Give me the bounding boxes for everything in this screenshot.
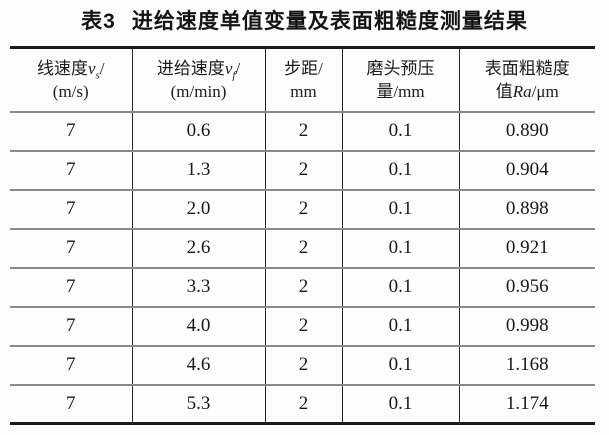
- table-cell: 2: [265, 384, 343, 424]
- variable-symbol: v: [224, 58, 233, 78]
- header-row: 线速度vs/ (m/s) 进给速度vf/ (m/min) 步距/ mm 磨头预压…: [10, 47, 595, 112]
- table-cell: 2: [265, 306, 343, 346]
- table-cell: 0.1: [342, 345, 460, 385]
- header-text: /: [99, 58, 105, 78]
- header-line2: 量/mm: [376, 81, 425, 101]
- table-cell: 2: [265, 189, 343, 229]
- table-cell: 0.1: [342, 111, 460, 151]
- table-row: 7 5.3 2 0.1 1.174: [10, 384, 595, 424]
- table-row: 7 4.0 2 0.1 0.998: [10, 306, 595, 346]
- table-cell: 5.3: [132, 384, 266, 424]
- table-cell: 0.1: [342, 306, 460, 346]
- table-cell: 7: [10, 189, 133, 229]
- table-cell: 1.3: [132, 150, 266, 190]
- header-line1: 步距/: [284, 58, 323, 78]
- header-text: 值: [495, 81, 513, 101]
- header-line2: 值Ra/μm: [460, 80, 596, 103]
- table-cell: 2: [265, 150, 343, 190]
- table-cell: 2: [265, 111, 343, 151]
- table-number: 表3: [81, 10, 116, 33]
- table-row: 7 2.6 2 0.1 0.921: [10, 228, 595, 268]
- table-cell: 4.0: [132, 306, 266, 346]
- table-cell: 2: [265, 267, 343, 307]
- variable-subscript: s: [95, 69, 100, 82]
- variable-symbol: v: [87, 58, 96, 78]
- header-line1: 进给速度vf/: [133, 57, 265, 82]
- table-cell: 7: [10, 267, 133, 307]
- header-line1: 线速度vs/: [10, 57, 132, 82]
- table-cell: 1.174: [505, 392, 549, 414]
- header-text: 进给速度: [156, 58, 225, 78]
- table-cell: 7: [10, 228, 133, 268]
- table-cell: 0.1: [342, 384, 460, 424]
- table-cell: 2.6: [132, 228, 266, 268]
- header-line1: 磨头预压: [366, 58, 435, 78]
- header-line1: 表面粗糙度: [484, 58, 570, 78]
- table-cell: 1.168: [505, 354, 549, 375]
- table-row: 7 2.0 2 0.1 0.898: [10, 189, 595, 229]
- header-text: /μm: [531, 81, 559, 101]
- table-title-text: 进给速度单值变量及表面粗糙度测量结果: [131, 10, 528, 33]
- table-cell: 2: [265, 228, 343, 268]
- table-body: 7 0.6 2 0.1 0.890 7 1.3 2 0.1 0.904 7 2.…: [10, 111, 595, 424]
- table-header: 线速度vs/ (m/s) 进给速度vf/ (m/min) 步距/ mm 磨头预压…: [10, 47, 595, 112]
- column-header-line-speed: 线速度vs/ (m/s): [10, 47, 133, 112]
- column-header-feed-speed: 进给速度vf/ (m/min): [132, 47, 266, 112]
- table-cell: 0.998: [505, 315, 549, 336]
- table-cell: 0.898: [505, 198, 549, 219]
- table-cell: 0.1: [342, 228, 460, 268]
- table-cell: 4.6: [132, 345, 266, 385]
- table-cell: 2.0: [132, 189, 266, 229]
- table-row: 7 0.6 2 0.1 0.890: [10, 111, 595, 151]
- table-cell: 0.890: [505, 120, 549, 141]
- table-cell: 3.3: [132, 267, 266, 307]
- table-cell: 7: [10, 306, 133, 346]
- variable-symbol: Ra: [512, 81, 532, 101]
- table-cell: 0.904: [505, 159, 549, 180]
- table-cell: 0.1: [342, 267, 460, 307]
- variable-subscript: f: [232, 69, 236, 82]
- table-cell: 7: [10, 111, 133, 151]
- header-text: /: [235, 58, 241, 78]
- header-unit: (m/min): [170, 81, 227, 101]
- header-unit: (m/s): [52, 81, 89, 101]
- table-row: 7 3.3 2 0.1 0.956: [10, 267, 595, 307]
- table-cell: 0.921: [505, 237, 549, 258]
- table-cell: 7: [10, 384, 133, 424]
- table-cell: 0.956: [505, 276, 549, 297]
- table-cell: 0.1: [342, 150, 460, 190]
- header-unit: mm: [290, 81, 317, 101]
- column-header-step-distance: 步距/ mm: [265, 47, 343, 112]
- header-text: 线速度: [36, 58, 88, 78]
- table-cell: 7: [10, 345, 133, 385]
- table-cell: 7: [10, 150, 133, 190]
- table-cell: 0.1: [342, 189, 460, 229]
- column-header-preload: 磨头预压 量/mm: [342, 47, 460, 112]
- table-row: 7 1.3 2 0.1 0.904: [10, 150, 595, 190]
- data-table: 线速度vs/ (m/s) 进给速度vf/ (m/min) 步距/ mm 磨头预压…: [10, 46, 595, 425]
- table-cell: 0.6: [132, 111, 266, 151]
- table-cell: 2: [265, 345, 343, 385]
- table-title: 表3 进给速度单值变量及表面粗糙度测量结果: [0, 5, 609, 35]
- table-row: 7 4.6 2 0.1 1.168: [10, 345, 595, 385]
- column-header-roughness: 表面粗糙度 值Ra/μm: [459, 48, 595, 112]
